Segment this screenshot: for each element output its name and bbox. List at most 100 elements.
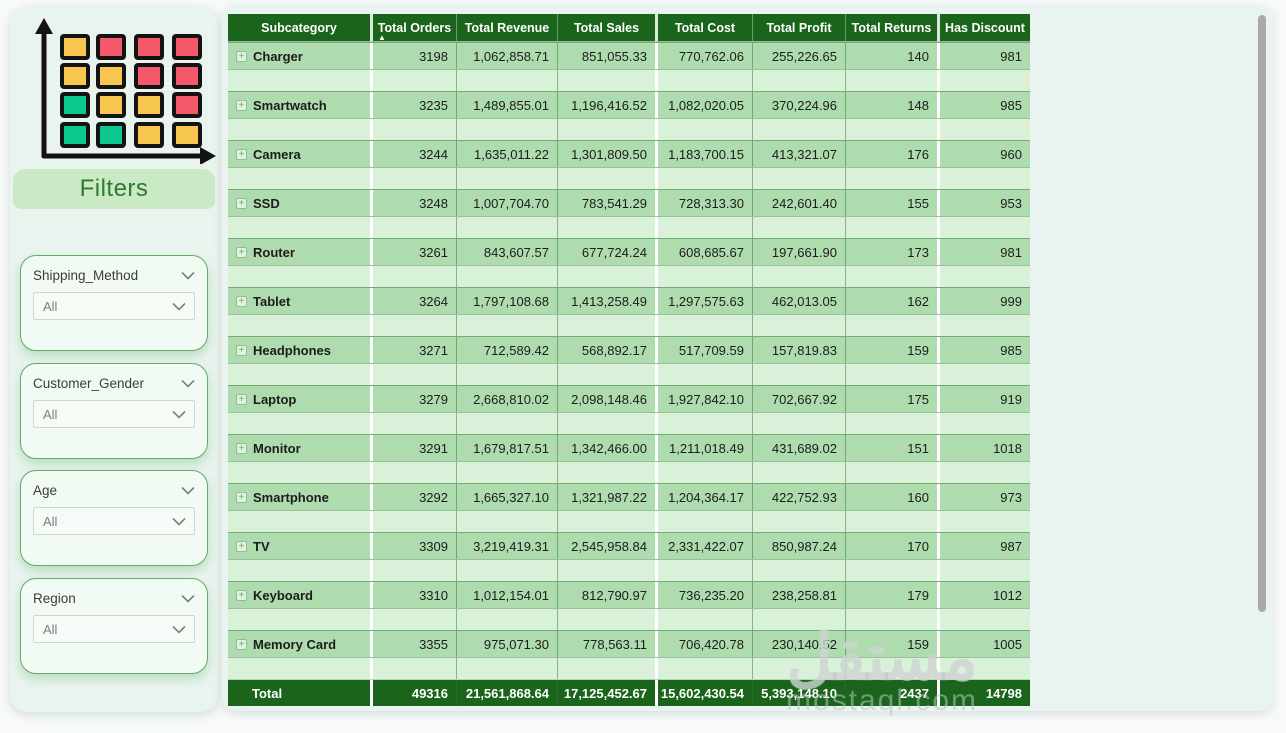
expand-icon[interactable]: + [236,295,247,307]
column-header-total-profit[interactable]: Total Profit [752,14,845,42]
chevron-down-icon[interactable] [181,594,195,603]
row-label-laptop[interactable]: + Laptop [228,386,370,412]
spacer-cell [456,658,557,679]
column-header-total-sales[interactable]: Total Sales [557,14,655,42]
expand-icon[interactable]: + [236,442,247,454]
spacer-cell [557,168,655,189]
filter-label: Region [33,591,76,606]
logo-square-red [134,63,164,89]
table-cell: 608,685.67 [655,239,752,265]
table-cell: 1,297,575.63 [655,288,752,314]
table-cell: 173 [845,239,937,265]
row-label-keyboard[interactable]: + Keyboard [228,582,370,608]
table-cell: 160 [845,484,937,510]
spacer-cell [228,364,370,385]
table-cell: 3271 [370,337,456,363]
age-dropdown[interactable]: All [33,507,195,535]
expand-icon[interactable]: + [236,393,247,405]
spacer-cell [370,511,456,532]
table-cell: 1,927,842.10 [655,386,752,412]
table-cell: 3248 [370,190,456,216]
table-cell: 1,183,700.15 [655,141,752,167]
expand-icon[interactable]: + [236,50,247,62]
table-cell: 148 [845,92,937,118]
spacer-cell [456,168,557,189]
row-label-smartphone[interactable]: + Smartphone [228,484,370,510]
logo-square-red [96,34,126,60]
spacer-cell [655,364,752,385]
spacer-cell [557,511,655,532]
spacer-cell [845,609,937,630]
expand-icon[interactable]: + [236,246,247,258]
row-label-memory-card[interactable]: + Memory Card [228,631,370,657]
row-label-router[interactable]: + Router [228,239,370,265]
spacer-cell [456,70,557,91]
table-cell: 255,226.65 [752,43,845,69]
table-cell: 422,752.93 [752,484,845,510]
spacer-cell [557,413,655,434]
column-header-total-revenue[interactable]: Total Revenue [456,14,557,42]
table-row: + Monitor 3291 1,679,817.51 1,342,466.00 1,21… [228,434,1030,461]
spacer-cell [370,413,456,434]
spacer-cell [655,315,752,336]
table-cell: 431,689.02 [752,435,845,461]
table-cell: 140 [845,43,937,69]
table-cell: 1012 [937,582,1030,608]
column-header-total-cost[interactable]: Total Cost [655,14,752,42]
table-cell: 242,601.40 [752,190,845,216]
spacer-cell [937,511,1030,532]
table-cell: 1,797,108.68 [456,288,557,314]
column-header-total-orders[interactable]: Total Orders ▲ [370,14,456,42]
expand-icon[interactable]: + [236,344,247,356]
table-spacer-row [228,657,1030,679]
total-cell: 2437 [845,680,937,706]
expand-icon[interactable]: + [236,148,247,160]
row-label-camera[interactable]: + Camera [228,141,370,167]
table-cell: 702,667.92 [752,386,845,412]
spacer-cell [370,266,456,287]
spacer-cell [228,217,370,238]
shipping-method-dropdown[interactable]: All [33,292,195,320]
spacer-cell [456,364,557,385]
expand-icon[interactable]: + [236,540,247,552]
column-header-has-discount[interactable]: Has Discount [937,14,1030,42]
row-label-smartwatch[interactable]: + Smartwatch [228,92,370,118]
expand-icon[interactable]: + [236,197,247,209]
table-cell: 999 [937,288,1030,314]
spacer-cell [752,217,845,238]
expand-icon[interactable]: + [236,638,247,650]
spacer-cell [557,119,655,140]
chevron-down-icon[interactable] [181,486,195,495]
row-label-ssd[interactable]: + SSD [228,190,370,216]
table-cell: 517,709.59 [655,337,752,363]
spacer-cell [845,119,937,140]
expand-icon[interactable]: + [236,589,247,601]
chevron-down-icon [172,410,186,419]
chevron-down-icon[interactable] [181,379,195,388]
expand-icon[interactable]: + [236,491,247,503]
table-spacer-row [228,559,1030,581]
customer-gender-dropdown[interactable]: All [33,400,195,428]
row-label-tablet[interactable]: + Tablet [228,288,370,314]
row-label-monitor[interactable]: + Monitor [228,435,370,461]
column-header-subcategory[interactable]: Subcategory [228,14,370,42]
expand-icon[interactable]: + [236,99,247,111]
spacer-cell [845,70,937,91]
filter-sidebar: Filters Shipping_Method All Customer_Gen… [10,6,218,712]
vertical-scrollbar[interactable] [1258,15,1266,612]
spacer-cell [370,70,456,91]
region-dropdown[interactable]: All [33,615,195,643]
table-cell: 3310 [370,582,456,608]
logo-square-red [172,34,202,60]
chart-logo [18,12,220,165]
row-label-charger[interactable]: + Charger [228,43,370,69]
table-row: + Memory Card 3355 975,071.30 778,563.11 706,… [228,630,1030,657]
table-spacer-row [228,216,1030,238]
chevron-down-icon [172,517,186,526]
column-header-total-returns[interactable]: Total Returns [845,14,937,42]
row-label-headphones[interactable]: + Headphones [228,337,370,363]
chevron-down-icon[interactable] [181,271,195,280]
row-label-tv[interactable]: + TV [228,533,370,559]
spacer-cell [370,462,456,483]
spacer-cell [655,462,752,483]
